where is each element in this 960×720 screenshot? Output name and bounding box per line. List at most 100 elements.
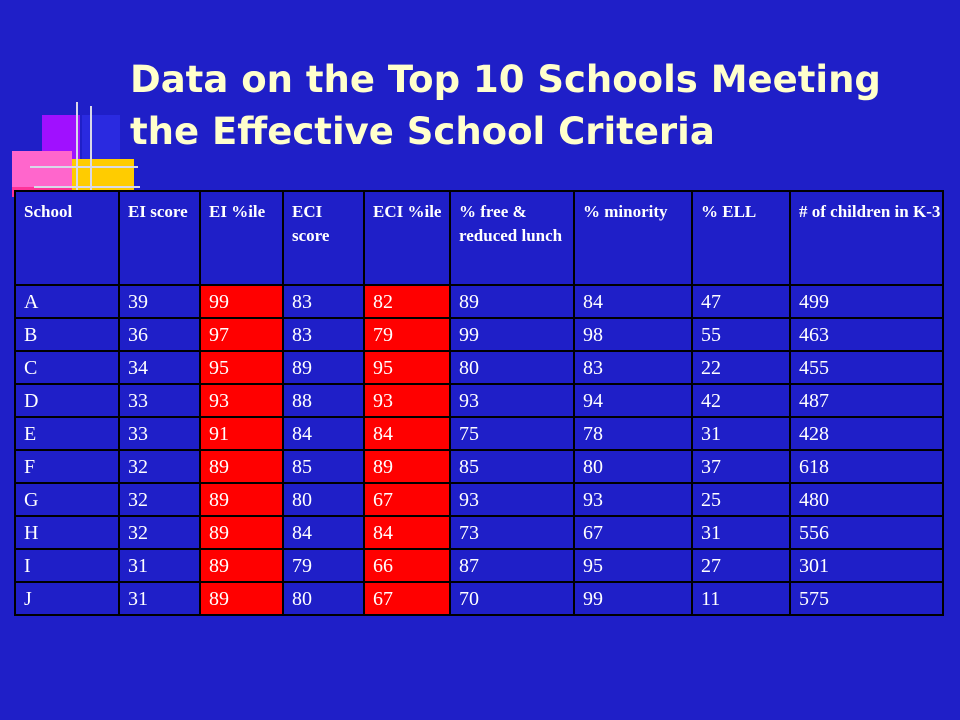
ell-cell: 47 <box>691 284 791 319</box>
minority-cell: 93 <box>573 482 693 517</box>
eci-score-cell: 79 <box>282 548 365 583</box>
children-cell: 428 <box>789 416 944 451</box>
schools-table: School EI score EI %ile ECI score ECI %i… <box>14 190 944 616</box>
ei-score-cell: 31 <box>118 581 201 616</box>
eci-percentile-cell: 82 <box>363 284 451 319</box>
children-cell: 556 <box>789 515 944 550</box>
ei-percentile-cell: 93 <box>199 383 284 418</box>
eci-percentile-cell: 84 <box>363 416 451 451</box>
eci-percentile-cell: 93 <box>363 383 451 418</box>
school-cell: D <box>14 383 120 418</box>
table-row: J 31 89 80 67 70 99 11 575 <box>14 581 944 616</box>
minority-cell: 98 <box>573 317 693 352</box>
school-cell: H <box>14 515 120 550</box>
table-row: E 33 91 84 84 75 78 31 428 <box>14 416 944 451</box>
minority-cell: 67 <box>573 515 693 550</box>
ell-cell: 55 <box>691 317 791 352</box>
eci-score-cell: 89 <box>282 350 365 385</box>
children-cell: 487 <box>789 383 944 418</box>
colored-squares-crosshair-icon <box>10 100 140 210</box>
table-row: D 33 93 88 93 93 94 42 487 <box>14 383 944 418</box>
ell-cell: 22 <box>691 350 791 385</box>
minority-cell: 80 <box>573 449 693 484</box>
header-ei-score: EI score <box>118 190 201 286</box>
school-cell: I <box>14 548 120 583</box>
free-lunch-cell: 93 <box>449 383 575 418</box>
minority-cell: 83 <box>573 350 693 385</box>
school-cell: A <box>14 284 120 319</box>
table-header-row: School EI score EI %ile ECI score ECI %i… <box>14 190 944 286</box>
header-children-k3: # of children in K-3 <box>789 190 944 286</box>
eci-percentile-cell: 67 <box>363 581 451 616</box>
header-ei-percentile: EI %ile <box>199 190 284 286</box>
header-eci-score: ECI score <box>282 190 365 286</box>
school-cell: G <box>14 482 120 517</box>
table-row: F 32 89 85 89 85 80 37 618 <box>14 449 944 484</box>
ei-score-cell: 32 <box>118 482 201 517</box>
free-lunch-cell: 85 <box>449 449 575 484</box>
table-row: G 32 89 80 67 93 93 25 480 <box>14 482 944 517</box>
header-minority: % minority <box>573 190 693 286</box>
eci-percentile-cell: 66 <box>363 548 451 583</box>
ei-score-cell: 39 <box>118 284 201 319</box>
table-row: A 39 99 83 82 89 84 47 499 <box>14 284 944 319</box>
header-school: School <box>14 190 120 286</box>
eci-percentile-cell: 67 <box>363 482 451 517</box>
ei-percentile-cell: 89 <box>199 581 284 616</box>
ell-cell: 31 <box>691 515 791 550</box>
ei-score-cell: 33 <box>118 383 201 418</box>
ell-cell: 37 <box>691 449 791 484</box>
children-cell: 480 <box>789 482 944 517</box>
slide-title: Data on the Top 10 Schools Meeting the E… <box>130 58 881 153</box>
minority-cell: 95 <box>573 548 693 583</box>
ei-percentile-cell: 99 <box>199 284 284 319</box>
header-eci-percentile: ECI %ile <box>363 190 451 286</box>
eci-score-cell: 85 <box>282 449 365 484</box>
ei-percentile-cell: 89 <box>199 482 284 517</box>
free-lunch-cell: 93 <box>449 482 575 517</box>
header-free-reduced-lunch: % free & reduced lunch <box>449 190 575 286</box>
ei-score-cell: 34 <box>118 350 201 385</box>
eci-percentile-cell: 95 <box>363 350 451 385</box>
school-cell: F <box>14 449 120 484</box>
eci-score-cell: 84 <box>282 515 365 550</box>
minority-cell: 99 <box>573 581 693 616</box>
table-row: C 34 95 89 95 80 83 22 455 <box>14 350 944 385</box>
minority-cell: 78 <box>573 416 693 451</box>
school-cell: B <box>14 317 120 352</box>
children-cell: 463 <box>789 317 944 352</box>
children-cell: 499 <box>789 284 944 319</box>
eci-percentile-cell: 79 <box>363 317 451 352</box>
free-lunch-cell: 80 <box>449 350 575 385</box>
children-cell: 575 <box>789 581 944 616</box>
eci-score-cell: 84 <box>282 416 365 451</box>
ei-percentile-cell: 89 <box>199 449 284 484</box>
ell-cell: 25 <box>691 482 791 517</box>
eci-score-cell: 83 <box>282 284 365 319</box>
free-lunch-cell: 87 <box>449 548 575 583</box>
free-lunch-cell: 75 <box>449 416 575 451</box>
table-row: I 31 89 79 66 87 95 27 301 <box>14 548 944 583</box>
school-cell: J <box>14 581 120 616</box>
ei-percentile-cell: 89 <box>199 515 284 550</box>
ei-score-cell: 33 <box>118 416 201 451</box>
ell-cell: 42 <box>691 383 791 418</box>
eci-score-cell: 80 <box>282 482 365 517</box>
children-cell: 455 <box>789 350 944 385</box>
ei-percentile-cell: 89 <box>199 548 284 583</box>
eci-percentile-cell: 89 <box>363 449 451 484</box>
ei-percentile-cell: 91 <box>199 416 284 451</box>
children-cell: 301 <box>789 548 944 583</box>
ei-score-cell: 31 <box>118 548 201 583</box>
free-lunch-cell: 73 <box>449 515 575 550</box>
ei-score-cell: 32 <box>118 515 201 550</box>
table-row: H 32 89 84 84 73 67 31 556 <box>14 515 944 550</box>
minority-cell: 84 <box>573 284 693 319</box>
ei-score-cell: 36 <box>118 317 201 352</box>
ei-percentile-cell: 97 <box>199 317 284 352</box>
eci-score-cell: 80 <box>282 581 365 616</box>
table-row: B 36 97 83 79 99 98 55 463 <box>14 317 944 352</box>
school-cell: E <box>14 416 120 451</box>
free-lunch-cell: 70 <box>449 581 575 616</box>
ei-score-cell: 32 <box>118 449 201 484</box>
